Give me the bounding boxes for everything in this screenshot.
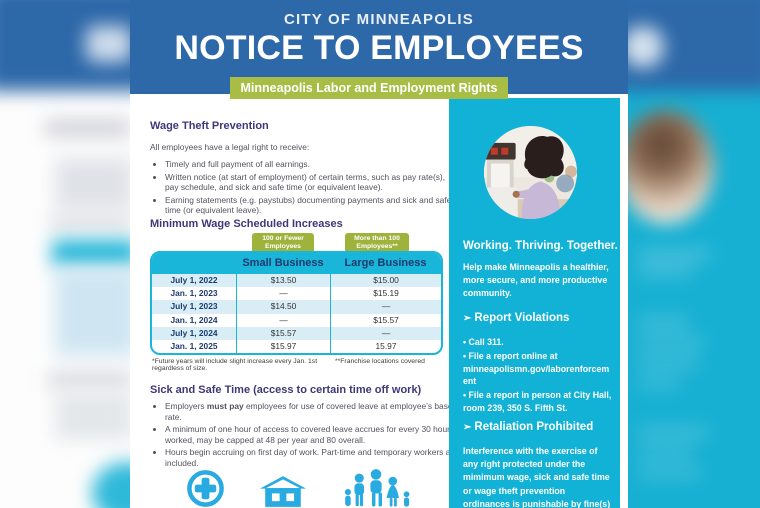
col-header-small-business: Small Business — [242, 257, 324, 269]
sidebar: Working. Thriving. Together. Help make M… — [449, 98, 620, 508]
blurred-backdrop-right — [628, 0, 760, 508]
footnote-franchise: **Franchise locations covered regardless… — [152, 358, 425, 372]
sidebar-intro: Help make Minneapolis a healthier, more … — [463, 262, 609, 298]
footnote-future-years: *Future years will include slight increa… — [152, 358, 318, 365]
wage-theft-bullet-list: Timely and full payment of all earnings.… — [152, 159, 458, 218]
wage-theft-bullet: Written notice (at start of employment) … — [165, 172, 458, 193]
notice-poster: CITY OF MINNEAPOLIS NOTICE TO EMPLOYEES … — [130, 0, 628, 508]
sick-safe-bullet: A minimum of one hour of access to cover… — [165, 424, 464, 445]
small-business-tag: 100 or Fewer Employees — [252, 233, 314, 254]
retaliation-text: Interference with the exercise of any ri… — [463, 446, 611, 508]
report-violations-heading: ➢ Report Violations — [463, 312, 570, 324]
sidebar-tagline: Working. Thriving. Together. — [463, 240, 618, 252]
wage-theft-heading: Wage Theft Prevention — [150, 120, 269, 132]
wage-theft-intro: All employees have a legal right to rece… — [150, 142, 310, 152]
worker-photo — [484, 126, 577, 219]
report-item: Call 311. — [463, 336, 613, 349]
family-icon — [344, 469, 410, 507]
table-row: July 1, 2022 $13.50 $15.00 — [152, 274, 441, 288]
table-row: July 1, 2023 $14.50 — — [152, 300, 441, 314]
col-header-date — [152, 253, 236, 274]
report-item: File a report in person at City Hall, ro… — [463, 389, 613, 415]
arrow-icon: ➢ — [463, 422, 472, 433]
wage-theft-bullet: Timely and full payment of all earnings. — [165, 159, 458, 170]
col-header-large-business: Large Business — [344, 257, 427, 269]
sick-safe-bullet: Hours begin accruing on first day of wor… — [165, 447, 464, 468]
sick-safe-bullet-list: Employers must pay employees for use of … — [152, 401, 464, 470]
table-row: Jan. 1, 2025 $15.97 15.97 — [152, 339, 441, 354]
report-item: File a report online at minneapolismn.go… — [463, 350, 613, 388]
min-wage-heading: Minimum Wage Scheduled Increases — [150, 218, 343, 230]
min-wage-table-header: Small Business Large Business — [152, 253, 441, 274]
min-wage-table: Small Business Large Business July 1, 20… — [150, 251, 443, 356]
table-footnotes: *Future years will include slight increa… — [152, 358, 452, 372]
report-violations-list: Call 311. File a report online at minnea… — [463, 336, 613, 416]
retaliation-heading: ➢ Retaliation Prohibited — [463, 421, 594, 433]
city-label: CITY OF MINNEAPOLIS — [283, 11, 475, 28]
medical-cross-icon — [187, 470, 224, 507]
blurred-backdrop-left — [0, 0, 130, 508]
table-row: Jan. 1, 2023 — $15.19 — [152, 287, 441, 301]
large-business-tag: More than 100 Employees** — [345, 233, 409, 254]
sick-safe-bullet: Employers must pay employees for use of … — [165, 401, 464, 422]
table-row: July 1, 2024 $15.57 — — [152, 326, 441, 340]
arrow-icon: ➢ — [463, 313, 472, 324]
subtitle-banner: Minneapolis Labor and Employment Rights — [230, 77, 508, 99]
sick-safe-heading: Sick and Safe Time (access to certain ti… — [150, 384, 422, 396]
house-icon — [259, 476, 307, 507]
wage-theft-bullet: Earning statements (e.g. paystubs) docum… — [165, 195, 458, 216]
table-row: Jan. 1, 2024 — $15.57 — [152, 313, 441, 327]
poster-title: NOTICE TO EMPLOYEES — [174, 29, 584, 67]
